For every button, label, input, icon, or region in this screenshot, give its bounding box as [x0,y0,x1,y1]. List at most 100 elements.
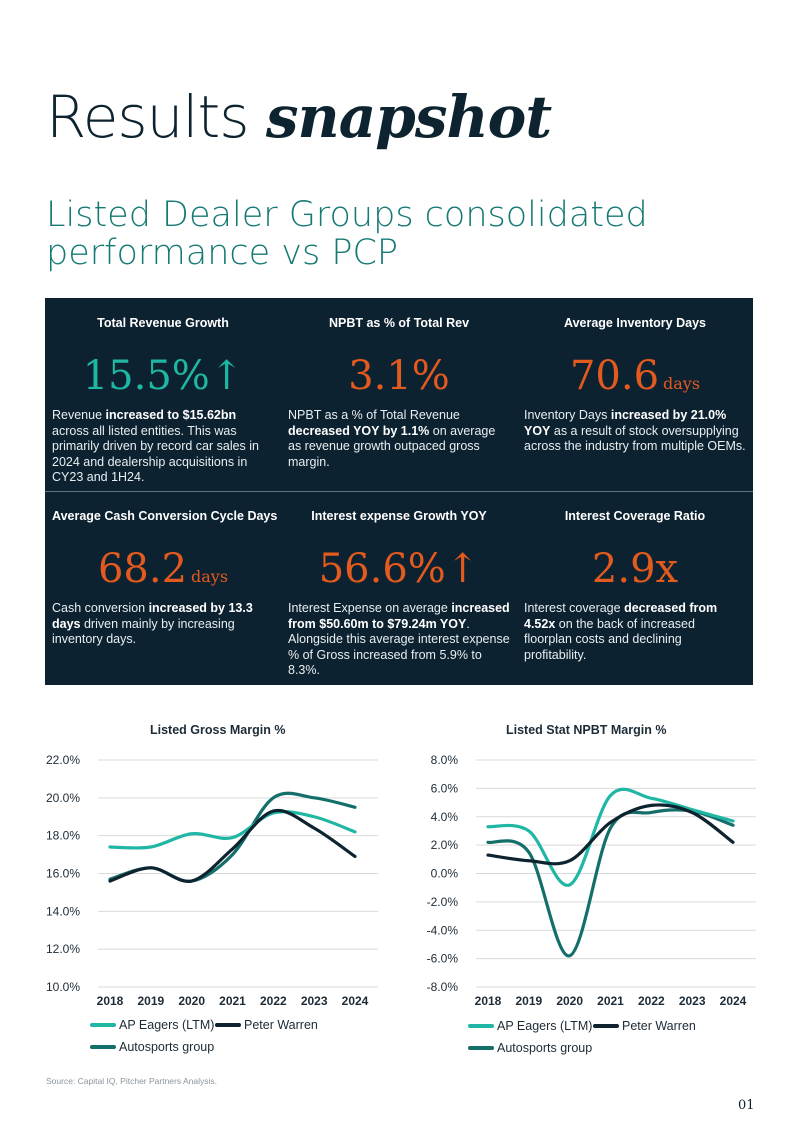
y-tick-label: 14.0% [46,904,80,918]
y-tick-label: 16.0% [46,867,80,881]
kpi-description: Cash conversion increased by 13.3 days d… [52,601,274,648]
kpi-desc-text: on the back of increased floorplan costs… [524,616,695,662]
page-subtitle: Listed Dealer Groups consolidated perfor… [46,196,648,272]
legend-label: AP Eagers (LTM) [119,1018,215,1032]
kpi-description: NPBT as a % of Total Revenue decreased Y… [288,408,510,470]
kpi-value-number: 56.6% [318,546,446,592]
chart-title-npbt-margin: Listed Stat NPBT Margin % [506,723,667,737]
kpi-desc-highlight: decreased YOY by 1.1% [288,423,430,438]
kpi-panel: Total Revenue Growth 15.5%↑ Revenue incr… [45,298,753,685]
y-tick-label: 18.0% [46,829,80,843]
x-tick-label: 2022 [638,994,665,1008]
kpi-interest-coverage-ratio: Interest Coverage Ratio 2.9x Interest co… [524,509,746,663]
kpi-desc-text: Cash conversion [52,601,149,615]
kpi-desc-text: as a result of stock oversupplying acros… [524,423,746,454]
gross-margin-legend: AP Eagers (LTM) Peter Warren Autosports … [90,1018,390,1060]
kpi-desc-highlight: increased by 21.0% YOY [524,408,727,438]
kpi-desc-text: on average as revenue growth outpaced gr… [288,423,496,469]
kpi-value-number: 70.6 [569,353,660,399]
legend-label: Autosports group [497,1041,593,1055]
kpi-heading: NPBT as % of Total Rev [328,316,470,330]
kpi-unit: days [191,567,229,586]
kpi-divider [45,491,753,492]
up-arrow-icon: ↑ [209,353,244,399]
kpi-value-number: 2.9x [591,546,679,592]
page-number: 01 [738,1098,755,1113]
x-tick-label: 2020 [178,994,205,1008]
kpi-value: 68.2 days [52,545,274,593]
up-arrow-icon: ↑ [445,546,480,592]
kpi-desc-text: Interest Expense on average [288,601,452,615]
y-tick-label: 20.0% [46,791,80,805]
page-title: Results snapshot [46,82,552,152]
legend-item: AP Eagers (LTM) [90,1018,214,1032]
chart-title-gross-margin: Listed Gross Margin % [150,723,286,737]
x-tick-label: 2024 [342,994,369,1008]
kpi-unit: days [663,374,701,393]
gross-margin-line-chart: 10.0% 12.0% 14.0% 16.0% 18.0% 20.0% 22.0% 2018 2… [46,753,378,1008]
title-plain: Results [46,83,266,151]
y-tick-label: 12.0% [46,942,80,956]
legend-item: AP Eagers (LTM) [468,1019,592,1033]
subtitle-line-1: Listed Dealer Groups consolidated [46,195,648,235]
kpi-desc-highlight: decreased from 4.52x [524,601,718,631]
kpi-heading: Average Cash Conversion Cycle Days [52,509,278,523]
kpi-desc-text: across all listed entities. This was pri… [52,423,260,485]
legend-swatch [90,1023,116,1027]
kpi-value: 3.1% [288,352,510,400]
npbt-margin-legend: AP Eagers (LTM) Peter Warren Autosports … [468,1019,768,1061]
kpi-heading: Total Revenue Growth [97,316,229,330]
kpi-desc-text: Revenue [52,408,106,422]
kpi-npbt-pct-revenue: NPBT as % of Total Rev 3.1% NPBT as a % … [288,316,510,470]
legend-swatch [90,1045,116,1049]
x-tick-label: 2019 [515,994,542,1008]
legend-swatch [593,1024,619,1028]
kpi-value: 70.6 days [524,352,746,400]
legend-label: Peter Warren [244,1018,318,1032]
legend-swatch [468,1024,494,1028]
kpi-value: 56.6%↑ [288,545,510,593]
x-tick-label: 2021 [597,994,624,1008]
kpi-heading: Average Inventory Days [564,316,706,330]
legend-item: Autosports group [468,1041,592,1055]
kpi-description: Revenue increased to $15.62bn across all… [52,408,274,486]
kpi-description: Interest Expense on average increased fr… [288,601,510,679]
series-line-peter-warren [486,803,735,866]
y-tick-label: -2.0% [427,895,459,909]
y-tick-label: 6.0% [431,781,459,795]
kpi-desc-text: . Alongside this average interest expens… [288,616,510,678]
kpi-desc-text: NPBT as a % of Total Revenue [288,408,460,422]
y-tick-label: 4.0% [431,810,459,824]
y-tick-label: 10.0% [46,980,80,994]
x-tick-label: 2022 [260,994,287,1008]
legend-swatch [468,1046,494,1050]
kpi-desc-text: Interest coverage [524,601,625,615]
legend-item: Peter Warren [215,1018,318,1032]
series-line-ap-eagers-ltm [108,810,357,850]
kpi-heading: Interest Coverage Ratio [564,509,706,523]
x-tick-label: 2018 [97,994,124,1008]
y-tick-label: 8.0% [431,753,459,767]
kpi-desc-highlight: increased by 13.3 days [52,601,253,631]
npbt-margin-line-chart: -8.0% -6.0% -4.0% -2.0% 0.0% 2.0% 4.0% 6.0% 8.0%… [427,753,756,1008]
x-tick-label: 2018 [475,994,502,1008]
y-tick-label: -8.0% [427,980,459,994]
y-tick-label: 2.0% [431,838,459,852]
x-tick-label: 2023 [301,994,328,1008]
kpi-average-inventory-days: Average Inventory Days 70.6 days Inventor… [524,316,746,455]
kpi-total-revenue-growth: Total Revenue Growth 15.5%↑ Revenue incr… [52,316,274,486]
x-tick-label: 2023 [679,994,706,1008]
kpi-heading: Interest expense Growth YOY [311,509,487,523]
kpi-value-number: 15.5% [82,353,210,399]
kpi-desc-highlight: increased from $50.60m to $79.24m YOY [288,601,510,631]
y-tick-label: 22.0% [46,753,80,767]
legend-item: Peter Warren [593,1019,696,1033]
series-line-ap-eagers-ltm [486,787,735,887]
y-tick-label: -6.0% [427,952,459,966]
y-tick-label: -4.0% [427,923,459,937]
legend-label: Peter Warren [622,1019,696,1033]
kpi-value: 2.9x [524,545,746,593]
title-emphasis: snapshot [265,83,552,151]
y-tick-label: 0.0% [431,867,459,881]
series-line-peter-warren [108,808,357,883]
